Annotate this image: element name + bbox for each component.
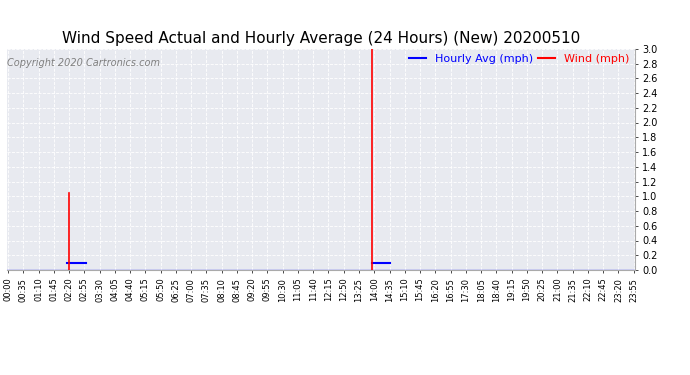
- Text: Copyright 2020 Cartronics.com: Copyright 2020 Cartronics.com: [7, 58, 160, 68]
- Title: Wind Speed Actual and Hourly Average (24 Hours) (New) 20200510: Wind Speed Actual and Hourly Average (24…: [61, 31, 580, 46]
- Legend: Hourly Avg (mph), Wind (mph): Hourly Avg (mph), Wind (mph): [409, 54, 629, 64]
